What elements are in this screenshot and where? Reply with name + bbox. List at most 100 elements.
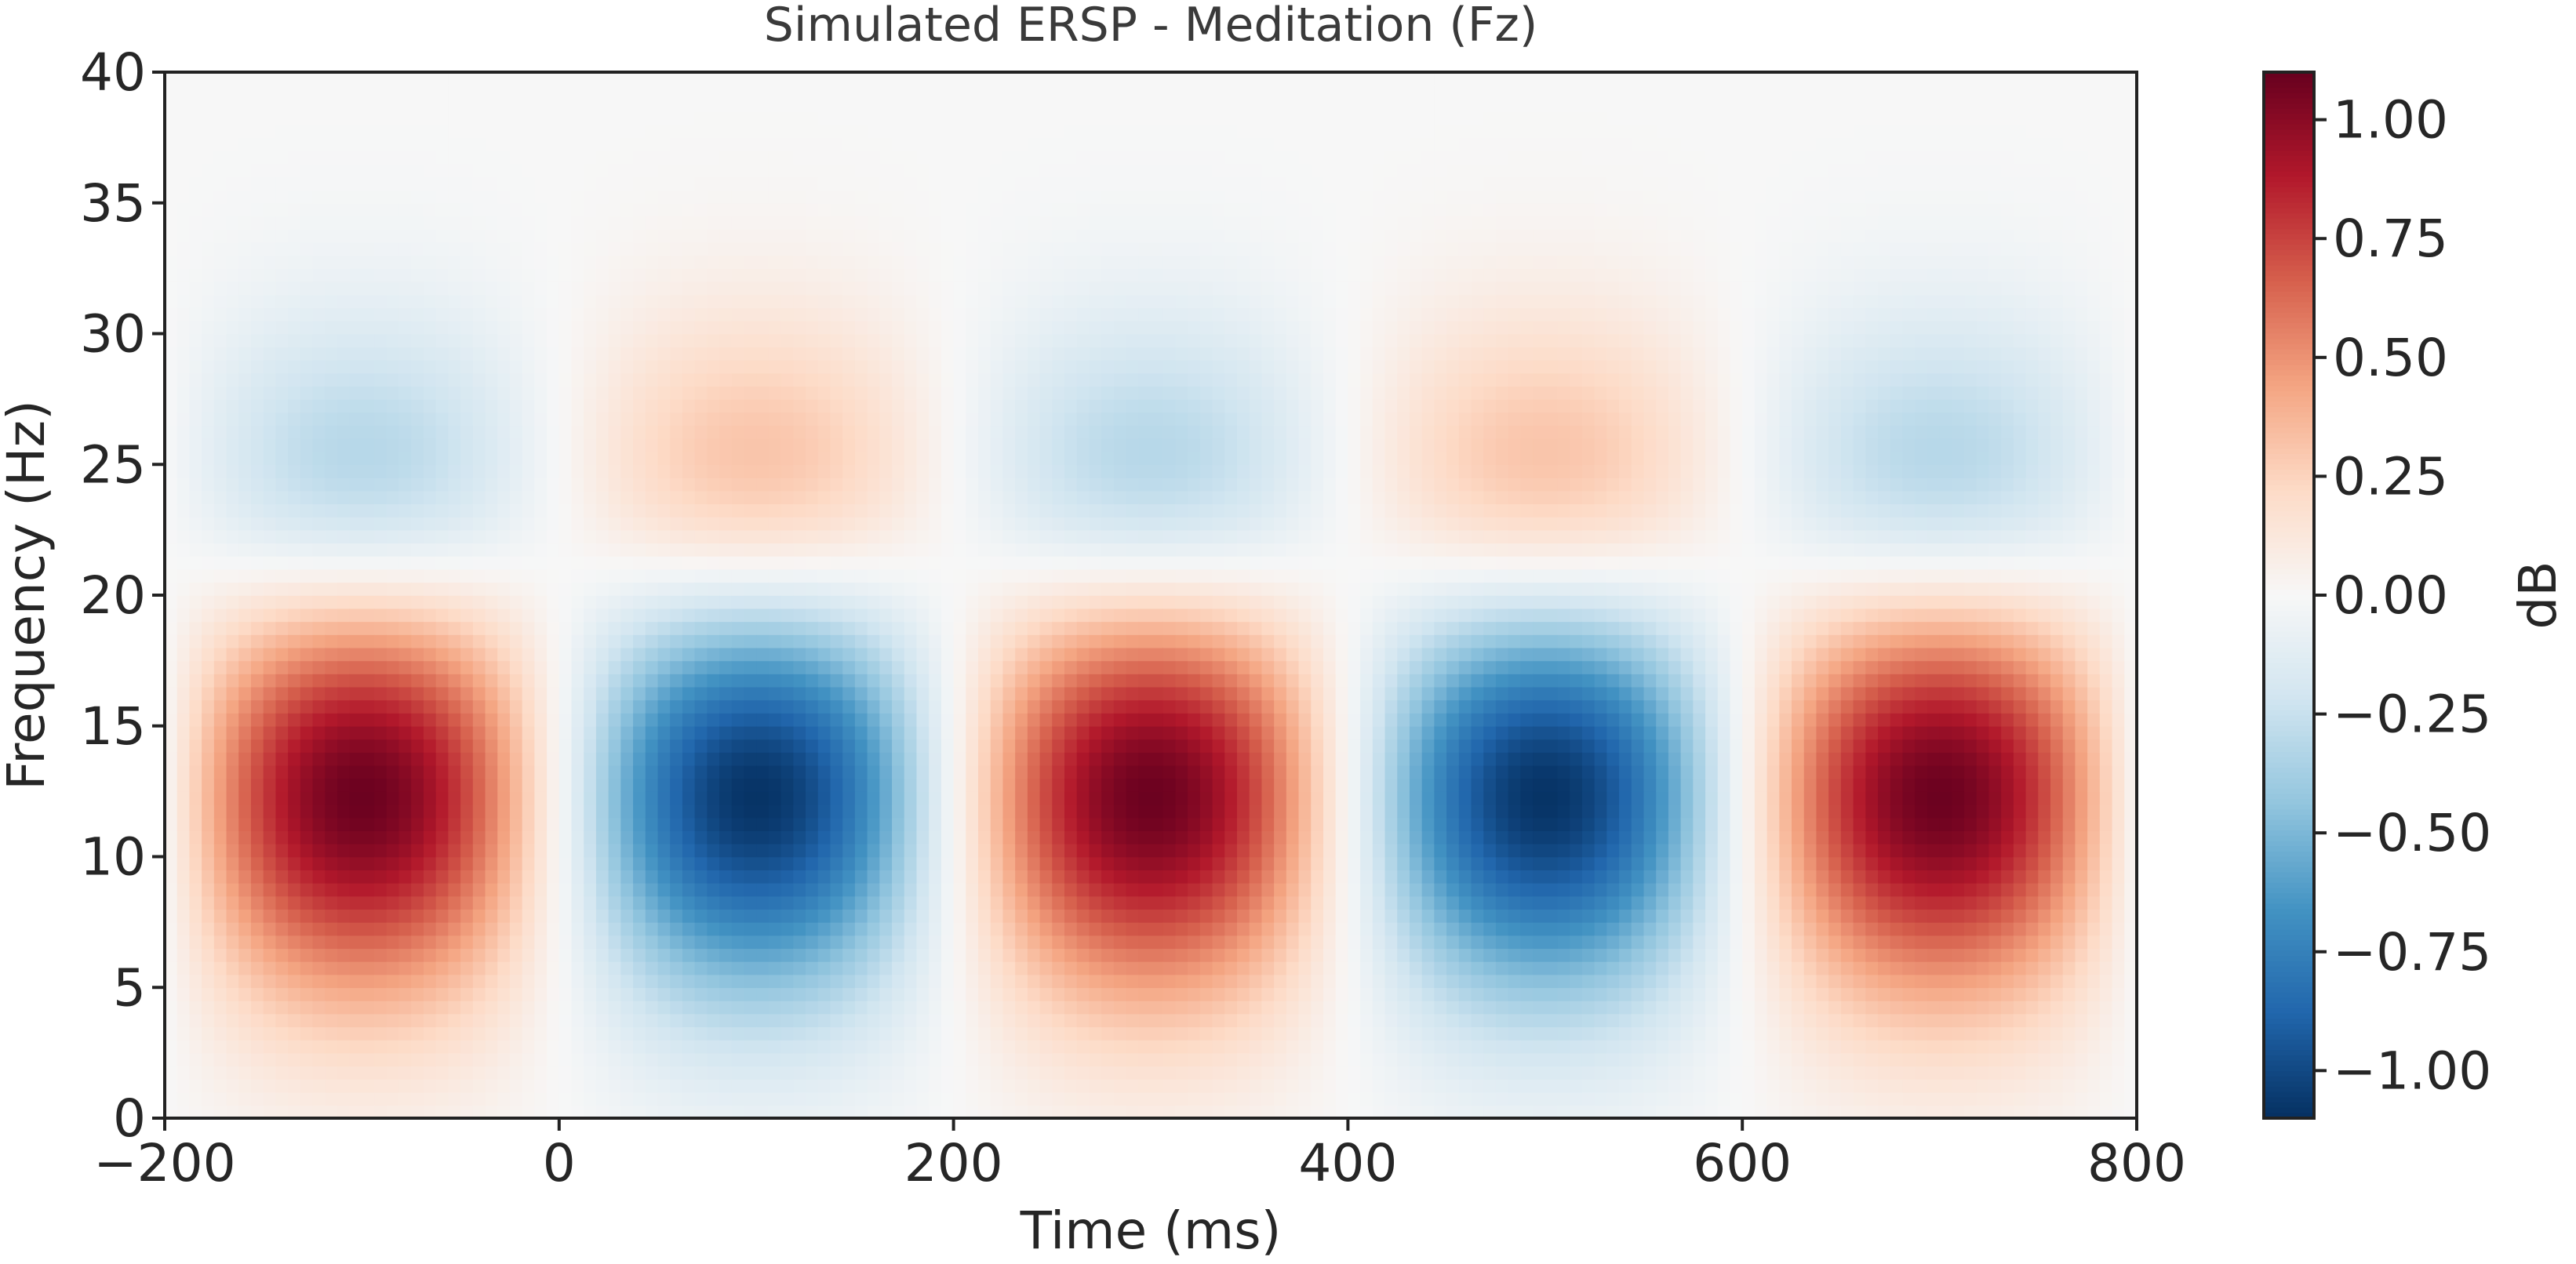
heatmap-cell (547, 1105, 560, 1119)
heatmap-cell (608, 1066, 622, 1080)
heatmap-cell (584, 921, 597, 936)
heatmap-cell (250, 242, 264, 256)
heatmap-cell (325, 752, 338, 766)
heatmap-cell (793, 85, 806, 100)
heatmap-cell (362, 1105, 375, 1119)
heatmap-cell (435, 935, 449, 950)
heatmap-cell (386, 674, 400, 688)
heatmap-cell (842, 791, 856, 805)
heatmap-cell (793, 255, 806, 269)
heatmap-cell (250, 608, 264, 623)
heatmap-cell (620, 98, 634, 112)
heatmap-cell (165, 529, 178, 544)
heatmap-cell (362, 477, 375, 492)
heatmap-cell (854, 1091, 868, 1106)
heatmap-cell (768, 699, 782, 714)
heatmap-cell (165, 778, 178, 792)
heatmap-cell (744, 372, 757, 387)
heatmap-cell (620, 490, 634, 505)
heatmap-cell (275, 202, 289, 217)
heatmap-cell (300, 765, 314, 779)
heatmap-cell (362, 1052, 375, 1067)
heatmap-cell (263, 464, 277, 478)
heatmap-cell (472, 359, 486, 374)
heatmap-cell (312, 359, 326, 374)
heatmap-cell (226, 372, 240, 387)
heatmap-cell (448, 974, 461, 989)
heatmap-cell (608, 1026, 622, 1041)
heatmap-cell (411, 438, 424, 452)
heatmap-cell (682, 765, 696, 779)
heatmap-cell (768, 477, 782, 492)
heatmap-cell (325, 935, 338, 950)
heatmap-cell (374, 1039, 387, 1054)
heatmap-cell (238, 229, 252, 243)
heatmap-cell (448, 647, 461, 662)
heatmap-cell (768, 1091, 782, 1106)
heatmap-cell (534, 464, 548, 478)
heatmap-cell (756, 543, 770, 557)
heatmap-cell (571, 882, 585, 897)
heatmap-cell (448, 242, 461, 256)
heatmap-cell (460, 268, 474, 282)
heatmap-cell (263, 791, 277, 805)
heatmap-cell (472, 660, 486, 674)
heatmap-cell (263, 1066, 277, 1080)
heatmap-cell (349, 882, 363, 897)
heatmap-cell (892, 582, 905, 596)
heatmap-cell (645, 595, 659, 609)
heatmap-cell (288, 72, 301, 86)
heatmap-cell (670, 242, 683, 256)
heatmap-cell (226, 163, 240, 178)
heatmap-cell (435, 98, 449, 112)
heatmap-cell (250, 72, 264, 86)
heatmap-cell (694, 320, 708, 335)
heatmap-cell (620, 1105, 634, 1119)
heatmap-cell (522, 216, 536, 230)
heatmap-cell (806, 987, 819, 1001)
heatmap-cell (731, 255, 745, 269)
heatmap-cell (830, 137, 843, 151)
heatmap-cell (386, 412, 400, 427)
heatmap-cell (608, 961, 622, 975)
heatmap-cell (349, 72, 363, 86)
heatmap-cell (817, 190, 831, 204)
heatmap-cell (879, 503, 893, 518)
heatmap-cell (707, 582, 720, 596)
heatmap-cell (423, 752, 437, 766)
heatmap-cell (547, 804, 560, 819)
heatmap-cell (238, 216, 252, 230)
heatmap-cell (793, 870, 806, 884)
heatmap-cell (547, 412, 560, 427)
heatmap-cell (497, 699, 511, 714)
heatmap-cell (744, 320, 757, 335)
heatmap-cell (522, 674, 536, 688)
heatmap-cell (682, 843, 696, 858)
heatmap-cell (534, 830, 548, 844)
heatmap-cell (165, 699, 178, 714)
heatmap-cell (892, 320, 905, 335)
heatmap-cell (497, 895, 511, 910)
heatmap-cell (682, 660, 696, 674)
heatmap-cell (288, 202, 301, 217)
heatmap-cell (867, 111, 881, 125)
heatmap-cell (226, 778, 240, 792)
heatmap-cell (731, 1078, 745, 1093)
heatmap-cell (448, 725, 461, 740)
heatmap-cell (707, 1105, 720, 1119)
heatmap-cell (250, 582, 264, 596)
heatmap-cell (595, 111, 609, 125)
heatmap-cell (916, 163, 930, 178)
heatmap-cell (854, 242, 868, 256)
heatmap-cell (325, 438, 338, 452)
heatmap-cell (288, 830, 301, 844)
heatmap-cell (448, 359, 461, 374)
heatmap-cell (411, 634, 424, 648)
heatmap-cell (349, 634, 363, 648)
heatmap-cell (756, 1066, 770, 1080)
heatmap-cell (867, 72, 881, 86)
heatmap-cell (657, 595, 671, 609)
heatmap-cell (830, 464, 843, 478)
heatmap-cell (202, 242, 215, 256)
heatmap-cell (854, 543, 868, 557)
